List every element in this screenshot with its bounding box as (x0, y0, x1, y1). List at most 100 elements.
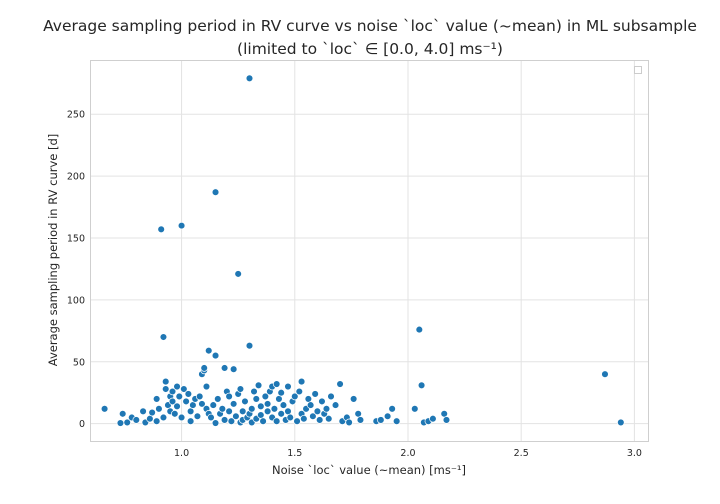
data-point (263, 407, 272, 416)
data-point (182, 397, 190, 406)
data-point (241, 397, 249, 406)
y-tick-label: 250 (67, 110, 85, 121)
y-tick-label: 50 (73, 357, 85, 368)
data-point (291, 392, 299, 401)
x-tick-label: 2.0 (400, 448, 415, 459)
legend-box (634, 66, 642, 74)
data-point (277, 388, 285, 397)
data-point (159, 413, 168, 422)
data-point (229, 400, 238, 408)
data-point (617, 418, 625, 427)
x-tick-labels: 1.0 1.5 2.0 2.5 3.0 (174, 448, 642, 459)
data-point (186, 417, 195, 425)
data-point (159, 333, 168, 341)
data-point (229, 365, 238, 373)
data-point (257, 402, 265, 411)
data-point (195, 392, 204, 401)
data-point (161, 377, 170, 386)
data-point (354, 410, 362, 418)
data-point (440, 410, 448, 418)
data-point (297, 377, 306, 386)
data-point (259, 417, 267, 425)
data-point (180, 385, 188, 393)
data-point (324, 414, 333, 423)
data-point (284, 407, 292, 416)
data-point (146, 414, 154, 423)
data-point (315, 416, 324, 424)
y-tick-label: 0 (79, 419, 85, 430)
data-point (377, 416, 385, 424)
data-point (286, 413, 295, 422)
data-point (284, 382, 292, 391)
data-point (349, 395, 358, 403)
data-point (225, 392, 233, 401)
data-point (118, 410, 127, 418)
data-point (356, 416, 365, 424)
data-point (272, 417, 281, 425)
data-point (279, 401, 288, 409)
data-point (336, 380, 344, 388)
data-point (211, 419, 220, 427)
data-point (429, 414, 437, 423)
data-point (236, 385, 245, 393)
data-point (220, 416, 229, 424)
data-point (173, 382, 181, 391)
data-point (601, 370, 609, 378)
data-point (211, 188, 220, 196)
data-points (100, 74, 625, 427)
data-point (275, 395, 283, 403)
chart-subtitle: (limited to `loc` ∈ [0.0, 4.0] ms⁻¹) (237, 40, 503, 58)
data-point (204, 346, 213, 355)
data-point (245, 341, 254, 350)
chart-title: Average sampling period in RV curve vs n… (43, 17, 697, 35)
data-point (331, 401, 340, 409)
data-point (220, 364, 229, 372)
data-point (173, 402, 181, 411)
data-point (139, 407, 147, 416)
data-point (270, 405, 279, 413)
y-tick-label: 150 (67, 234, 85, 245)
data-point (248, 405, 256, 413)
y-tick-label: 100 (67, 295, 85, 306)
data-point (383, 412, 392, 420)
x-tick-label: 3.0 (627, 448, 642, 459)
y-tick-label: 200 (67, 172, 85, 183)
data-point (304, 395, 313, 403)
data-point (238, 407, 247, 416)
data-point (322, 405, 331, 413)
data-point (214, 395, 222, 403)
data-point (311, 390, 319, 398)
data-point (263, 400, 272, 408)
data-point (152, 395, 161, 403)
data-point (207, 413, 215, 422)
data-point (306, 401, 315, 409)
data-point (177, 413, 186, 422)
data-point (100, 405, 109, 413)
data-point (261, 392, 270, 401)
data-point (152, 417, 161, 425)
x-axis-label: Noise `loc` value (~mean) [ms⁻¹] (272, 463, 466, 477)
data-point (254, 381, 263, 390)
data-point (272, 380, 281, 388)
grid-lines (91, 61, 648, 441)
data-point (193, 412, 202, 420)
data-point (415, 325, 424, 334)
data-point (171, 410, 179, 418)
data-point (388, 405, 396, 413)
data-point (309, 412, 317, 420)
data-point (277, 410, 285, 418)
data-point (295, 387, 304, 396)
data-point (209, 401, 218, 409)
data-point (417, 381, 426, 390)
y-axis-label: Average sampling period in RV curve [d] (46, 134, 60, 367)
data-point (318, 397, 326, 406)
data-point (227, 417, 236, 425)
data-point (211, 351, 220, 360)
data-point (184, 390, 193, 398)
data-point (200, 364, 208, 372)
data-point (123, 418, 131, 427)
data-point (168, 397, 177, 406)
data-point (189, 401, 197, 409)
data-point (161, 385, 170, 393)
